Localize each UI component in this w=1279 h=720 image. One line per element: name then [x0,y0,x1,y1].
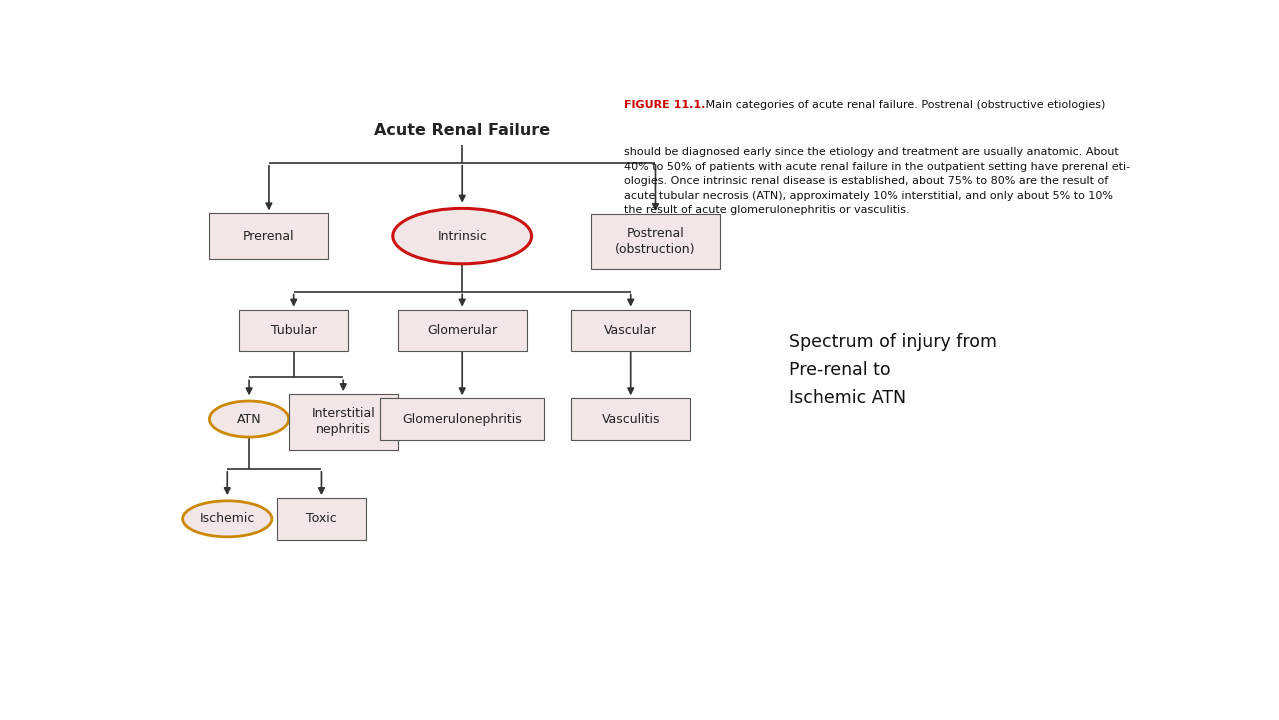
FancyBboxPatch shape [398,310,527,351]
Text: Vascular: Vascular [604,324,657,337]
Text: Glomerulonephritis: Glomerulonephritis [403,413,522,426]
Text: Ischemic: Ischemic [200,513,255,526]
FancyBboxPatch shape [276,498,366,539]
Text: Acute Renal Failure: Acute Renal Failure [375,123,550,138]
Ellipse shape [393,208,532,264]
FancyBboxPatch shape [289,394,398,449]
FancyBboxPatch shape [239,310,348,351]
FancyBboxPatch shape [591,214,720,269]
Text: Glomerular: Glomerular [427,324,498,337]
Text: Toxic: Toxic [306,513,336,526]
FancyBboxPatch shape [572,310,691,351]
Text: FIGURE 11.1.: FIGURE 11.1. [624,100,709,110]
Ellipse shape [210,401,289,437]
Text: Spectrum of injury from
Pre-renal to
Ischemic ATN: Spectrum of injury from Pre-renal to Isc… [789,333,998,407]
Text: Intrinsic: Intrinsic [437,230,487,243]
Text: Vasculitis: Vasculitis [601,413,660,426]
Text: Main categories of acute renal failure. Postrenal (obstructive etiologies): Main categories of acute renal failure. … [696,100,1105,110]
Text: ATN: ATN [237,413,261,426]
Text: Postrenal
(obstruction): Postrenal (obstruction) [615,227,696,256]
Ellipse shape [183,501,272,537]
Text: should be diagnosed early since the etiology and treatment are usually anatomic.: should be diagnosed early since the etio… [624,148,1129,215]
Text: Interstitial
nephritis: Interstitial nephritis [311,408,375,436]
Text: Prerenal: Prerenal [243,230,294,243]
FancyBboxPatch shape [380,398,544,440]
FancyBboxPatch shape [572,398,691,440]
FancyBboxPatch shape [210,213,329,258]
Text: Tubular: Tubular [271,324,317,337]
